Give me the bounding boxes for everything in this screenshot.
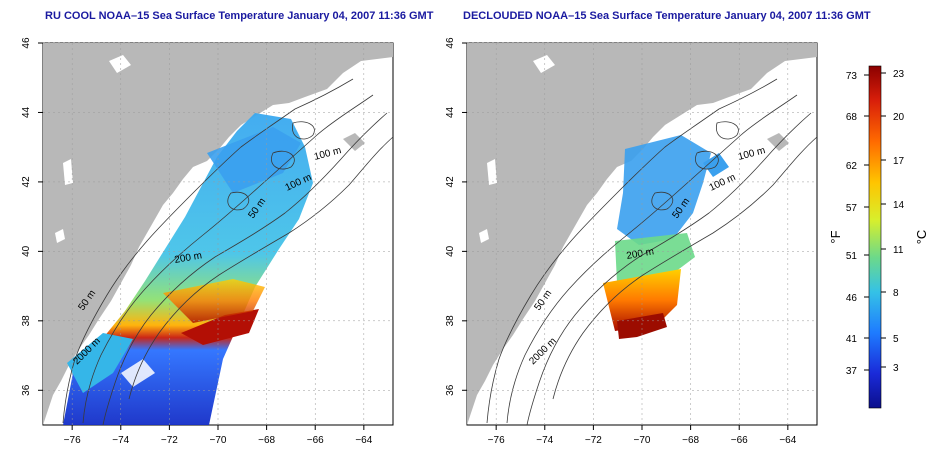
x-tick-label: −66 (731, 435, 748, 446)
celsius-unit-label: °C (914, 230, 929, 245)
x-tick-label: −74 (536, 435, 553, 446)
x-tick-label: −66 (307, 435, 324, 446)
colorbar-f-tick-label: 51 (846, 251, 858, 262)
panel-title-declouded: DECLOUDED NOAA–15 Sea Surface Temperatur… (463, 10, 871, 22)
colorbar-c-tick-label: 23 (893, 69, 905, 80)
x-tick-label: −70 (634, 435, 651, 446)
colorbar-f-tick-label: 57 (846, 203, 858, 214)
x-tick-label: −68 (258, 435, 275, 446)
sst-patch-north (207, 127, 301, 193)
y-tick-label: 46 (445, 37, 456, 49)
cloud-gap (121, 359, 155, 387)
colorbar-c-tick-label: 8 (893, 288, 899, 299)
x-tick-label: −74 (112, 435, 129, 446)
colorbar: 73 68 62 57 51 46 41 37 23 20 17 14 11 8 5 3 °F °C (828, 65, 929, 409)
x-tick-label: −72 (585, 435, 602, 446)
x-tick-label: −64 (355, 435, 372, 446)
sst-patch-east (703, 153, 729, 177)
y-tick-label: 40 (445, 245, 456, 257)
colorbar-f-tick-label: 41 (846, 334, 858, 345)
x-tick-label: −72 (161, 435, 178, 446)
panel-title-raw: RU COOL NOAA–15 Sea Surface Temperature … (45, 10, 434, 22)
sst-warm-band (163, 279, 265, 323)
colorbar-f-tick-label: 46 (846, 293, 858, 304)
y-tick-label: 38 (21, 315, 32, 327)
sst-patch-north (617, 135, 711, 245)
y-tick-label: 44 (21, 106, 32, 118)
y-tick-label: 46 (21, 37, 32, 49)
colorbar-f-tick-label: 73 (846, 71, 858, 82)
gridlines (43, 42, 393, 425)
colorbar-c-tick-label: 20 (893, 112, 905, 123)
sst-patch-coastal (67, 333, 133, 393)
colorbar-f-tick-label: 37 (846, 366, 858, 377)
y-tick-label: 44 (445, 106, 456, 118)
y-tick-label: 40 (21, 245, 32, 257)
sst-warm-core (181, 309, 259, 345)
x-tick-label: −64 (779, 435, 796, 446)
colorbar-c-tick-label: 3 (893, 363, 899, 374)
y-tick-label: 36 (445, 384, 456, 396)
fahrenheit-unit-label: °F (828, 230, 843, 243)
map-panel-declouded: 100 m 100 m 50 m 200 m 50 m 2000 m (466, 42, 818, 426)
y-tick-label: 36 (21, 384, 32, 396)
colorbar-c-tick-label: 11 (893, 245, 904, 256)
contour-label: 200 m (174, 250, 203, 266)
x-tick-label: −76 (64, 435, 81, 446)
y-tick-label: 42 (21, 176, 32, 188)
colorbar-c-tick-label: 17 (893, 156, 905, 167)
x-tick-label: −76 (488, 435, 505, 446)
colorbar-f-tick-label: 62 (846, 161, 858, 172)
colorbar-c-tick-label: 5 (893, 334, 899, 345)
colorbar-c-tick-label: 14 (893, 200, 905, 211)
colorbar-f-tick-label: 68 (846, 112, 858, 123)
sst-warm-core (617, 313, 667, 339)
contour-label: 200 m (626, 246, 655, 262)
x-tick-label: −68 (682, 435, 699, 446)
colorbar-scale (868, 65, 882, 409)
map-panel-raw: 100 m 100 m 50 m 200 m 50 m 2000 m (42, 42, 394, 426)
x-tick-label: −70 (210, 435, 227, 446)
gridlines (467, 42, 817, 425)
y-tick-label: 38 (445, 315, 456, 327)
y-tick-label: 42 (445, 176, 456, 188)
